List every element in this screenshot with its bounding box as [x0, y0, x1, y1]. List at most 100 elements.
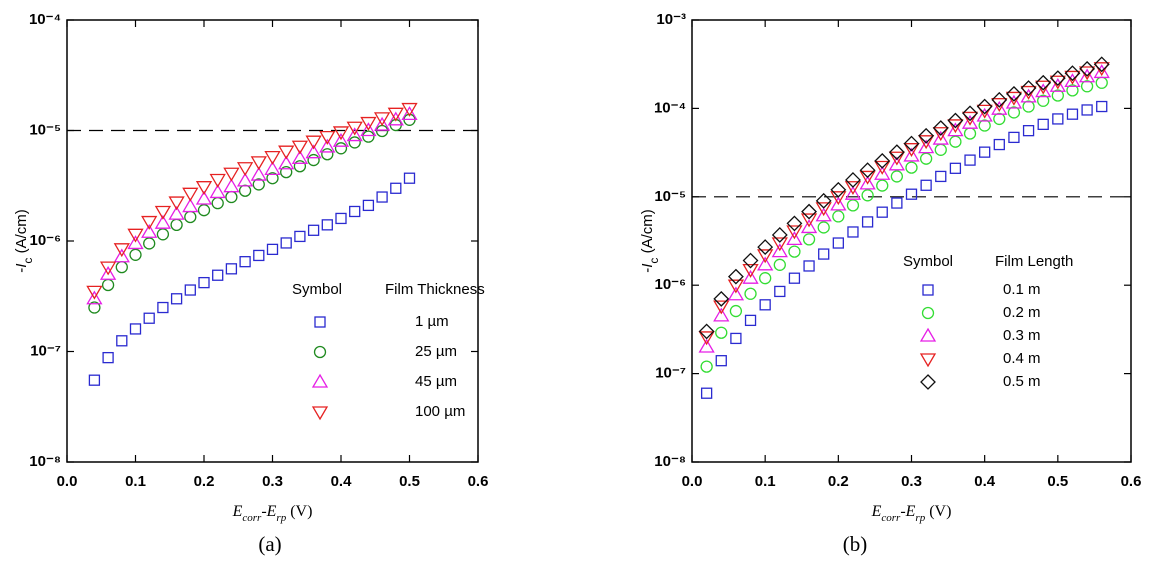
marker	[757, 249, 774, 264]
marker	[859, 175, 876, 190]
marker	[903, 135, 920, 152]
marker	[1066, 84, 1079, 97]
y-axis-title: -Ic (A/cm)	[639, 209, 661, 273]
marker	[1020, 88, 1037, 103]
y-tick-label: 10⁻⁷	[655, 365, 686, 382]
marker	[311, 373, 329, 388]
marker	[307, 153, 320, 167]
marker	[832, 210, 845, 223]
marker	[698, 323, 715, 340]
marker	[1052, 113, 1064, 125]
marker	[700, 387, 713, 399]
x-axis-title-part: -	[261, 503, 266, 520]
marker	[757, 239, 774, 255]
marker	[387, 107, 404, 122]
marker	[86, 290, 103, 305]
marker	[401, 102, 418, 117]
chart: 10⁻⁸ 10⁻⁷ 10⁻⁶ 10⁻⁵ 10⁻⁴ 0.0 0.1 0.2 0.3 0.4 0.5 0.…	[13, 11, 488, 556]
y-tick-label: 10⁻⁷	[30, 342, 61, 359]
marker	[1051, 89, 1064, 102]
marker	[209, 173, 226, 188]
marker	[403, 172, 416, 184]
marker	[348, 136, 361, 149]
x-axis-title: Ecorr-Erp (V)	[871, 503, 952, 524]
marker	[803, 260, 815, 272]
plot-frame	[66, 19, 479, 463]
marker	[891, 197, 903, 209]
marker	[993, 112, 1006, 126]
marker	[264, 161, 281, 176]
marker	[861, 216, 874, 228]
marker	[332, 132, 350, 147]
x-axis-title-part: (V)	[286, 503, 312, 520]
y-tick-label: 10⁻⁴	[29, 11, 61, 28]
marker	[771, 243, 788, 258]
y-axis-title-part: c	[21, 258, 35, 264]
marker	[349, 205, 361, 218]
marker	[759, 299, 771, 311]
marker	[113, 248, 130, 263]
marker	[184, 284, 196, 296]
marker	[846, 199, 860, 212]
marker	[115, 260, 128, 274]
marker	[817, 221, 830, 234]
marker	[211, 197, 224, 210]
marker	[715, 326, 728, 339]
marker	[800, 219, 818, 234]
legend-label: 0.3 m	[1003, 327, 1041, 344]
marker	[99, 261, 117, 276]
marker	[832, 237, 844, 249]
marker	[800, 213, 818, 228]
marker	[961, 111, 979, 126]
marker	[744, 287, 757, 300]
marker	[976, 98, 993, 115]
marker	[978, 119, 991, 132]
marker	[127, 235, 144, 250]
marker	[278, 155, 295, 170]
marker	[932, 120, 949, 136]
marker	[236, 162, 254, 177]
marker	[250, 156, 267, 171]
marker	[170, 293, 183, 305]
marker	[113, 243, 130, 258]
x-axis-title: Ecorr-Erp (V)	[232, 503, 313, 524]
marker	[197, 204, 211, 217]
marker	[99, 265, 117, 280]
marker	[238, 184, 252, 197]
marker	[236, 172, 254, 187]
marker	[1049, 77, 1066, 92]
marker	[1020, 80, 1037, 96]
y-axis-title-part: c	[647, 258, 661, 264]
marker	[280, 237, 292, 249]
marker	[976, 104, 993, 119]
x-axis-title-part: E	[232, 503, 243, 520]
marker	[744, 314, 757, 327]
marker	[321, 148, 334, 161]
marker	[874, 152, 891, 169]
marker	[888, 156, 905, 171]
marker	[786, 215, 803, 232]
marker	[307, 224, 320, 236]
marker	[266, 172, 279, 185]
x-axis-title-part: E	[871, 503, 882, 520]
marker	[815, 192, 832, 209]
marker	[1037, 94, 1050, 107]
marker	[874, 160, 891, 175]
marker	[373, 112, 391, 127]
marker	[918, 139, 935, 154]
marker	[1080, 80, 1094, 93]
marker	[182, 187, 199, 202]
marker	[387, 111, 404, 126]
marker	[184, 210, 197, 224]
marker	[311, 406, 329, 421]
marker	[319, 130, 336, 145]
marker	[102, 351, 114, 364]
marker	[788, 245, 801, 258]
marker	[376, 191, 388, 203]
marker	[334, 142, 348, 155]
marker	[830, 191, 847, 206]
marker	[1005, 91, 1023, 106]
marker	[156, 228, 170, 241]
y-tick-label: 10⁻⁶	[654, 276, 686, 293]
